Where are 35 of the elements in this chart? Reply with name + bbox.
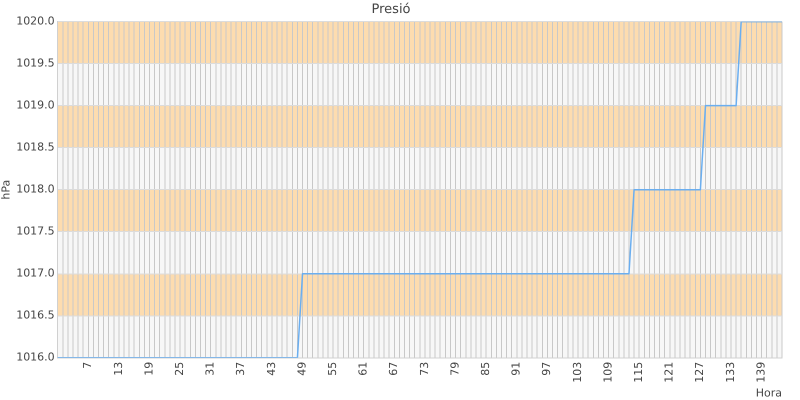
x-tick-label: 97 — [540, 362, 554, 376]
x-tick-label: 103 — [570, 362, 584, 383]
x-tick-label: 133 — [724, 362, 737, 383]
y-tick-label: 1017.0 — [16, 266, 55, 280]
x-tick-label: 91 — [510, 362, 523, 376]
x-tick-label: 43 — [264, 362, 278, 376]
y-tick-label: 1019.0 — [16, 98, 55, 112]
x-tick-label: 121 — [662, 362, 676, 383]
x-tick-label: 67 — [387, 362, 400, 376]
x-tick-label: 109 — [601, 362, 614, 383]
x-tick-label: 19 — [142, 362, 156, 376]
x-tick-label: 85 — [479, 362, 492, 376]
x-tick-label: 55 — [326, 362, 339, 376]
x-tick-label: 31 — [204, 362, 217, 376]
x-tick-label: 79 — [448, 362, 462, 376]
x-tick-label: 139 — [754, 362, 768, 383]
x-tick-label: 7 — [81, 362, 94, 369]
x-tick-label: 37 — [234, 362, 248, 376]
y-tick-label: 1020.0 — [16, 14, 55, 28]
x-tick-label: 49 — [295, 362, 308, 376]
y-tick-label: 1018.5 — [16, 140, 55, 154]
y-axis-title: hPa — [0, 180, 12, 200]
x-tick-label: 13 — [112, 362, 125, 376]
chart-title: Presió — [371, 2, 411, 18]
x-tick-label: 115 — [632, 362, 646, 383]
x-tick-label: 73 — [418, 362, 431, 376]
y-tick-label: 1019.5 — [16, 56, 55, 70]
y-tick-label: 1016.5 — [16, 308, 55, 322]
y-tick-label: 1017.5 — [16, 224, 55, 238]
x-tick-label: 127 — [693, 362, 706, 383]
x-tick-label: 61 — [356, 362, 370, 376]
x-tick-label: 25 — [172, 362, 186, 376]
x-axis-title: Hora — [756, 386, 782, 400]
y-tick-label: 1016.0 — [16, 350, 55, 364]
y-tick-label: 1018.0 — [16, 182, 55, 196]
